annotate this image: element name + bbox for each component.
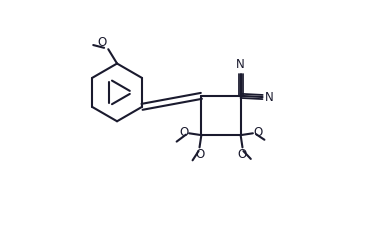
Text: O: O [97, 36, 106, 49]
Text: O: O [238, 148, 247, 161]
Text: N: N [266, 91, 274, 103]
Text: O: O [179, 126, 189, 139]
Text: N: N [236, 58, 245, 71]
Text: O: O [195, 148, 204, 161]
Text: O: O [254, 126, 262, 139]
